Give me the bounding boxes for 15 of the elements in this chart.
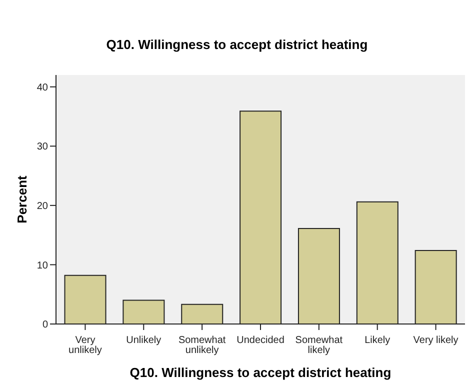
x-tick-label: Somewhat likely xyxy=(295,335,343,356)
y-tick-label: 20 xyxy=(36,200,48,212)
x-tick-label: Very likely xyxy=(413,335,458,346)
y-axis-title: Percent xyxy=(14,174,30,224)
y-tick-label: 40 xyxy=(36,82,48,94)
x-tick-label: Likely xyxy=(364,335,390,346)
x-tick-label: Unlikely xyxy=(126,335,162,346)
y-tick-label: 0 xyxy=(42,320,48,331)
x-tick-label: Very unlikely xyxy=(68,335,102,356)
y-tick-label: 30 xyxy=(36,142,48,153)
chart-title: Q10. Willingness to accept district heating xyxy=(105,37,369,52)
x-axis-title: Q10. Willingness to accept district heating xyxy=(130,365,392,380)
y-tick-label: 10 xyxy=(36,260,48,272)
x-tick-label: Undecided xyxy=(236,335,284,346)
x-tick-label: Somewhat unlikely xyxy=(178,335,226,356)
